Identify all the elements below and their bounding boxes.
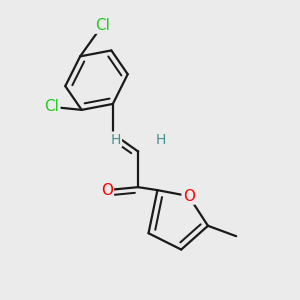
Text: H: H: [155, 133, 166, 147]
Text: O: O: [183, 189, 195, 204]
Text: O: O: [101, 183, 113, 198]
Text: H: H: [111, 133, 121, 147]
Text: Cl: Cl: [95, 18, 110, 33]
Text: Cl: Cl: [44, 99, 59, 114]
